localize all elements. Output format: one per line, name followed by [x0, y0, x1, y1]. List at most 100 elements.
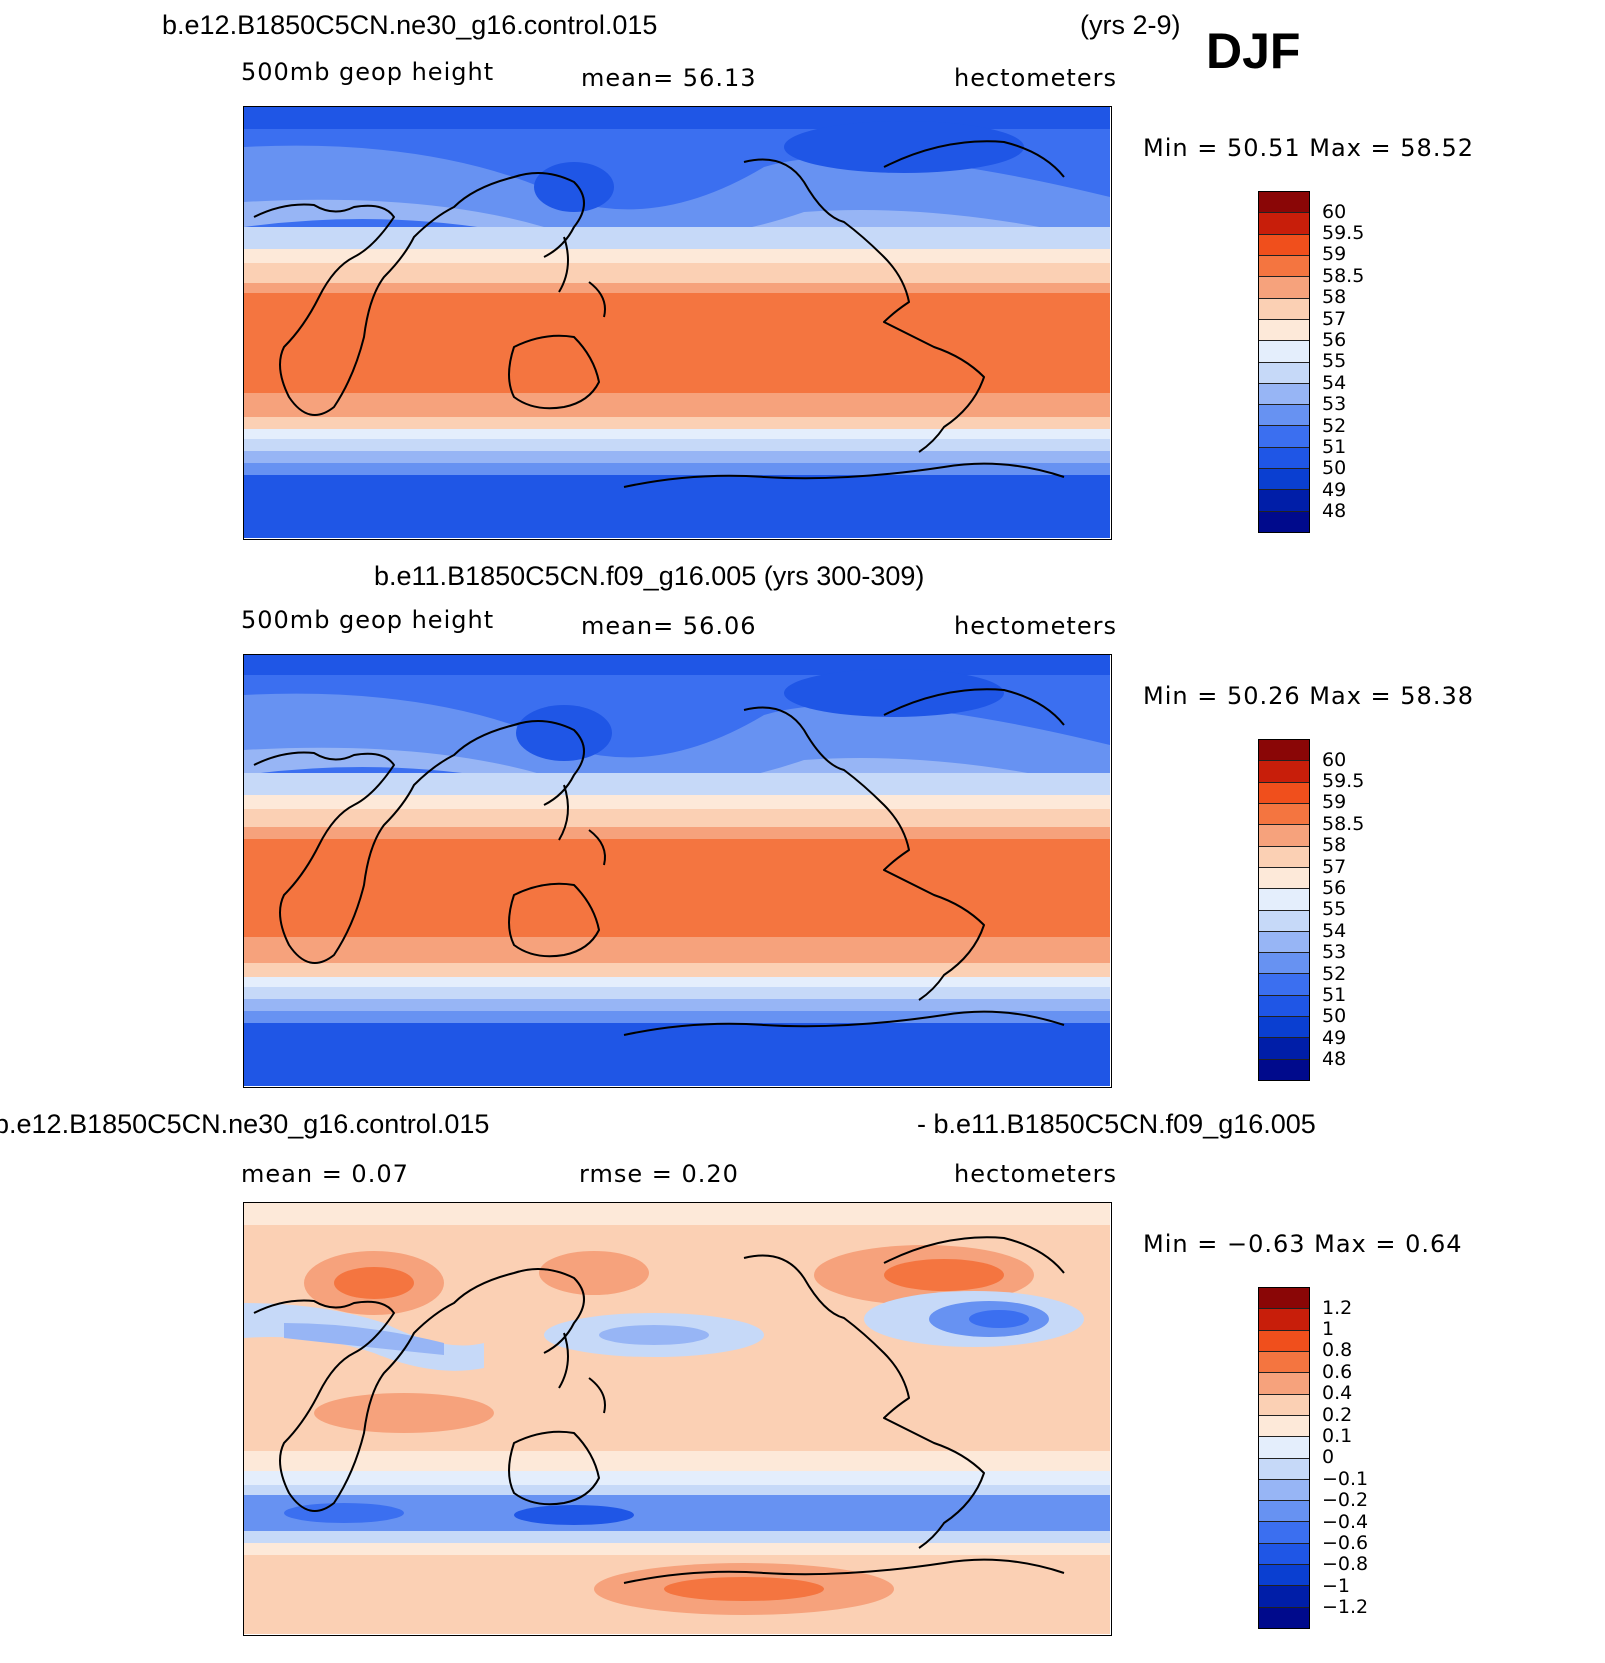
colorbar-tick: 56 [1322, 877, 1347, 899]
colorbar-tick: 59 [1322, 243, 1347, 265]
colorbar-tick: −0.6 [1322, 1532, 1369, 1554]
panel2-map [243, 654, 1112, 1088]
colorbar-tick: −0.2 [1322, 1489, 1369, 1511]
colorbar-cell [1259, 1350, 1309, 1373]
colorbar-cell [1259, 909, 1309, 931]
colorbar-cell [1259, 254, 1309, 277]
colorbar-tick: 0.6 [1322, 1361, 1353, 1383]
colorbar-cell [1259, 824, 1309, 846]
colorbar-cell [1259, 510, 1309, 532]
colorbar-cell [1259, 952, 1309, 974]
colorbar-cell [1259, 888, 1309, 910]
colorbar-tick: 59.5 [1322, 770, 1365, 792]
colorbar-cell [1259, 446, 1309, 469]
colorbar-cell [1259, 425, 1309, 447]
colorbar-tick: 58.5 [1322, 265, 1365, 287]
colorbar-tick: −0.8 [1322, 1553, 1369, 1575]
colorbar-tick: 48 [1322, 500, 1347, 522]
colorbar-tick: 58 [1322, 834, 1347, 856]
colorbar-cell [1259, 1521, 1309, 1543]
colorbar-tick: 58 [1322, 286, 1347, 308]
colorbar-tick: 58.5 [1322, 813, 1365, 835]
colorbar-cell [1259, 1606, 1309, 1628]
colorbar-cell [1259, 276, 1309, 298]
colorbar-tick: 59 [1322, 791, 1347, 813]
colorbar-tick: 53 [1322, 393, 1347, 415]
colorbar-tick: 54 [1322, 920, 1347, 942]
colorbar-cell [1259, 1500, 1309, 1522]
panel3-title-right: - b.e11.B1850C5CN.f09_g16.005 [917, 1109, 1316, 1139]
colorbar-tick: 57 [1322, 856, 1347, 878]
colorbar-tick: 0.2 [1322, 1404, 1353, 1426]
colorbar-tick: 49 [1322, 479, 1347, 501]
colorbar-tick: 51 [1322, 984, 1347, 1006]
panel1-units-label: hectometers [954, 64, 1117, 92]
colorbar-tick: 52 [1322, 415, 1347, 437]
top-case-title: b.e12.B1850C5CN.ne30_g16.control.015 [162, 10, 658, 40]
panel1-map [243, 106, 1112, 540]
colorbar-tick: −1 [1322, 1575, 1351, 1597]
colorbar-tick: −0.4 [1322, 1511, 1369, 1533]
panel1-minmax: Min = 50.51 Max = 58.52 [1143, 134, 1474, 162]
colorbar-cell [1259, 1564, 1309, 1586]
colorbar-tick: 0.8 [1322, 1339, 1353, 1361]
panel2-minmax: Min = 50.26 Max = 58.38 [1143, 682, 1474, 710]
panel2-colorbar [1258, 739, 1310, 1081]
panel1-mean-label: mean= 56.13 [581, 64, 757, 92]
colorbar-cell [1259, 1542, 1309, 1565]
panel2-title: b.e11.B1850C5CN.f09_g16.005 (yrs 300-309… [374, 561, 925, 591]
colorbar-cell [1259, 802, 1309, 825]
colorbar-tick: 51 [1322, 436, 1347, 458]
colorbar-cell [1259, 1308, 1309, 1330]
colorbar-tick: 0 [1322, 1446, 1335, 1468]
panel3-mean-label: mean = 0.07 [241, 1160, 409, 1188]
colorbar-tick: 1 [1322, 1318, 1335, 1340]
colorbar-tick: 55 [1322, 898, 1347, 920]
colorbar-cell [1259, 1585, 1309, 1607]
panel2-variable-label: 500mb geop height [241, 606, 495, 634]
colorbar-cell [1259, 297, 1309, 319]
colorbar-tick: 1.2 [1322, 1297, 1353, 1319]
panel1-colorbar [1258, 191, 1310, 533]
colorbar-tick: −1.2 [1322, 1596, 1369, 1618]
colorbar-cell [1259, 845, 1309, 867]
colorbar-tick: 60 [1322, 749, 1347, 771]
colorbar-cell [1259, 318, 1309, 341]
panel3-title-left: b.e12.B1850C5CN.ne30_g16.control.015 [0, 1109, 490, 1139]
colorbar-cell [1259, 1288, 1309, 1309]
panel3-units-label: hectometers [954, 1160, 1117, 1188]
colorbar-cell [1259, 1436, 1309, 1458]
colorbar-cell [1259, 212, 1309, 234]
panel3-minmax: Min = −0.63 Max = 0.64 [1143, 1230, 1463, 1258]
colorbar-cell [1259, 340, 1309, 362]
colorbar-tick: −0.1 [1322, 1468, 1369, 1490]
colorbar-cell [1259, 994, 1309, 1017]
colorbar-cell [1259, 1016, 1309, 1038]
colorbar-cell [1259, 1414, 1309, 1437]
colorbar-cell [1259, 740, 1309, 761]
colorbar-tick: 57 [1322, 308, 1347, 330]
colorbar-cell [1259, 489, 1309, 511]
colorbar-cell [1259, 1393, 1309, 1415]
colorbar-tick: 0.4 [1322, 1382, 1353, 1404]
colorbar-cell [1259, 233, 1309, 255]
season-label: DJF [1206, 23, 1301, 79]
colorbar-cell [1259, 382, 1309, 405]
colorbar-cell [1259, 361, 1309, 383]
colorbar-cell [1259, 1457, 1309, 1479]
colorbar-tick: 55 [1322, 350, 1347, 372]
top-years-label: (yrs 2-9) [1080, 10, 1181, 40]
colorbar-cell [1259, 1372, 1309, 1394]
panel3-map [243, 1202, 1112, 1636]
colorbar-tick: 50 [1322, 457, 1347, 479]
panel2-mean-label: mean= 56.06 [581, 612, 757, 640]
colorbar-cell [1259, 404, 1309, 426]
colorbar-tick: 54 [1322, 372, 1347, 394]
colorbar-cell [1259, 930, 1309, 953]
colorbar-cell [1259, 1058, 1309, 1080]
colorbar-tick: 60 [1322, 201, 1347, 223]
colorbar-tick: 52 [1322, 963, 1347, 985]
colorbar-tick: 0.1 [1322, 1425, 1353, 1447]
colorbar-cell [1259, 192, 1309, 213]
colorbar-tick: 59.5 [1322, 222, 1365, 244]
